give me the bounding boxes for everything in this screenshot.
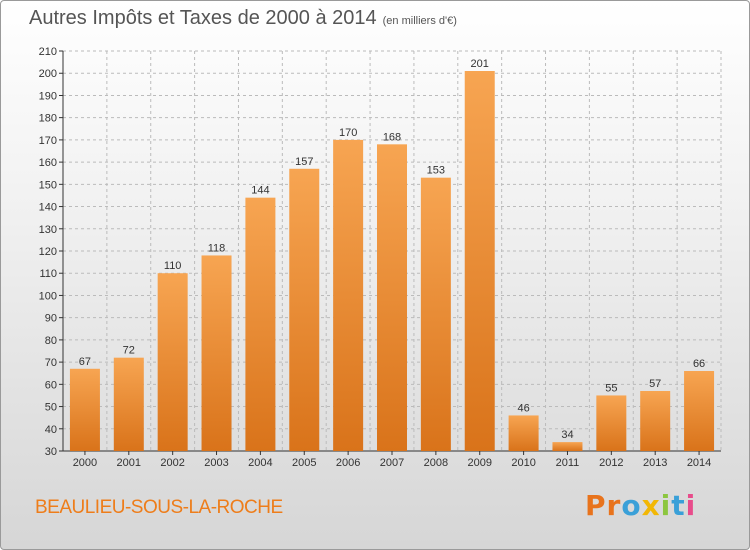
x-tick-label-2010: 2010 <box>511 457 535 469</box>
x-tick-label-2005: 2005 <box>292 457 316 469</box>
bar-2012 <box>596 395 627 451</box>
logo-letter: x <box>641 489 661 522</box>
x-tick-label-2008: 2008 <box>424 457 448 469</box>
x-tick-label-2000: 2000 <box>73 457 97 469</box>
x-tick-label-2012: 2012 <box>599 457 623 469</box>
bar-2014 <box>684 371 715 451</box>
y-tick-label: 180 <box>39 113 57 125</box>
value-label-2001: 72 <box>123 345 135 357</box>
y-tick-label: 100 <box>39 290 57 302</box>
x-tick-label-2004: 2004 <box>248 457 272 469</box>
bars <box>69 71 715 452</box>
x-tick-label-2003: 2003 <box>204 457 228 469</box>
value-label-2014: 66 <box>693 358 705 370</box>
value-label-2000: 67 <box>79 356 91 368</box>
value-label-2012: 55 <box>605 382 617 394</box>
logo-letter: i <box>660 489 672 522</box>
value-label-2008: 153 <box>427 165 445 177</box>
x-tick-label-2013: 2013 <box>643 457 667 469</box>
bar-2004 <box>245 197 276 451</box>
bar-2003 <box>201 255 232 451</box>
value-label-2005: 157 <box>295 156 313 168</box>
x-tick-label-2001: 2001 <box>117 457 141 469</box>
value-label-2004: 144 <box>251 185 269 197</box>
y-tick-label: 150 <box>39 179 57 191</box>
chart-title-text: Autres Impôts et Taxes de 2000 à 2014 <box>29 7 377 29</box>
y-tick-label: 170 <box>39 135 57 147</box>
bar-2000 <box>69 368 100 451</box>
logo-letter: r <box>606 489 622 522</box>
bar-2005 <box>289 168 320 451</box>
y-tick-label: 80 <box>45 335 57 347</box>
y-tick-label: 50 <box>45 402 57 414</box>
chart-subtitle: (en milliers d'€) <box>382 15 457 27</box>
x-tick-label-2002: 2002 <box>160 457 184 469</box>
logo-letter: o <box>621 489 642 522</box>
bar-2011 <box>552 442 583 451</box>
value-label-2006: 170 <box>339 127 357 139</box>
y-tick-label: 120 <box>39 246 57 258</box>
bar-2009 <box>464 71 495 451</box>
value-label-2003: 118 <box>208 242 226 254</box>
value-label-2007: 168 <box>383 131 401 143</box>
bar-2001 <box>113 357 144 451</box>
x-tick-label-2014: 2014 <box>687 457 711 469</box>
y-tick-label: 70 <box>45 357 57 369</box>
x-tick-label-2007: 2007 <box>380 457 404 469</box>
bar-2013 <box>640 391 671 451</box>
proxiti-logo: Proxiti <box>585 489 696 522</box>
bar-2008 <box>420 177 451 451</box>
bar-2010 <box>508 415 539 451</box>
bar-2006 <box>333 139 364 451</box>
x-tick-label-2009: 2009 <box>467 457 491 469</box>
x-tick-label-2011: 2011 <box>556 457 580 469</box>
y-tick-label: 210 <box>39 46 57 58</box>
y-tick-label: 30 <box>45 446 57 458</box>
bar-2007 <box>377 144 407 452</box>
value-label-2010: 46 <box>517 402 529 414</box>
y-tick-label: 130 <box>39 224 57 236</box>
y-tick-label: 190 <box>39 90 57 102</box>
x-tick-label-2006: 2006 <box>336 457 360 469</box>
value-label-2002: 110 <box>164 260 182 272</box>
value-label-2011: 34 <box>561 429 573 441</box>
chart-title: Autres Impôts et Taxes de 2000 à 2014 (en… <box>29 7 457 30</box>
value-label-2009: 201 <box>471 58 489 70</box>
y-tick-label: 160 <box>39 157 57 169</box>
commune-name: BEAULIEU-SOUS-LA-ROCHE <box>35 497 283 518</box>
y-tick-label: 200 <box>39 68 57 80</box>
y-tick-label: 60 <box>45 379 57 391</box>
y-tick-label: 140 <box>39 202 57 214</box>
logo-letter: t <box>671 489 686 522</box>
logo-letter: i <box>685 489 697 522</box>
y-tick-label: 110 <box>39 268 57 280</box>
value-label-2013: 57 <box>649 378 661 390</box>
labels: 30 40 50 60 70 80 90 100 110 120 130 140 150 160 170 18… <box>39 46 712 469</box>
bar-2002 <box>157 273 188 451</box>
y-tick-label: 40 <box>45 424 57 436</box>
y-tick-label: 90 <box>45 313 57 325</box>
logo-letter: P <box>585 489 607 522</box>
